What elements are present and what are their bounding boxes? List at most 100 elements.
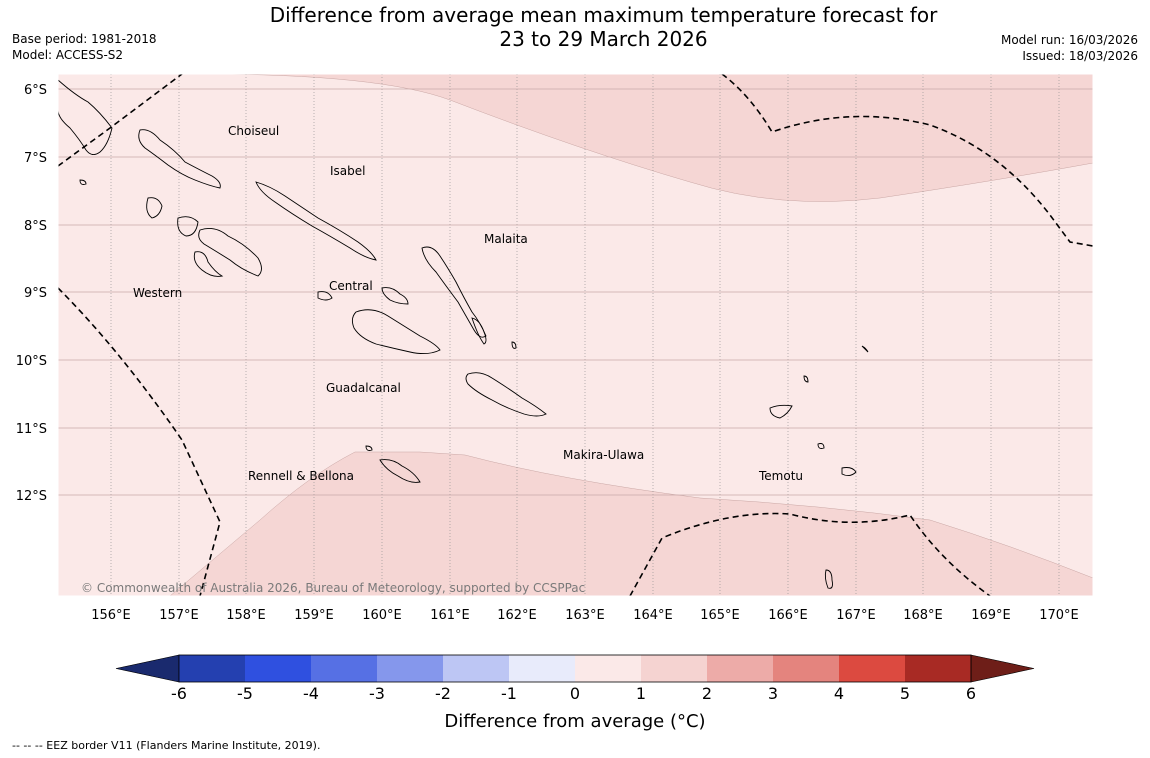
island-russell (317, 291, 333, 301)
copyright-notice: © Commonwealth of Australia 2026, Bureau… (81, 581, 585, 595)
base-period-text: Base period: 1981-2018 (12, 32, 157, 46)
lat-tick-label: 6°S (24, 83, 47, 98)
graticule-latitude (58, 88, 1093, 496)
lon-tick-label: 156°E (91, 608, 131, 623)
colorbar-tick-labels: -6 -5 -4 -3 -2 -1 0 1 2 3 4 5 6 (171, 684, 976, 703)
eez-border (58, 74, 1093, 596)
graticule-longitude (110, 74, 1060, 596)
anomaly-region-1-2-south (169, 451, 1093, 596)
model-run-text: Model run: 16/03/2026 (1000, 33, 1138, 47)
title-line-2: 23 to 29 March 2026 (499, 27, 708, 51)
colorbar-extension-low (115, 654, 180, 683)
lat-tick-label: 11°S (16, 422, 47, 437)
island-bellona (365, 445, 373, 451)
island-vanikoro (841, 467, 857, 477)
colorbar-outline (178, 654, 972, 683)
lon-tick-label: 162°E (497, 608, 537, 623)
colorbar-segment (311, 655, 377, 682)
lon-tick-label: 157°E (159, 608, 199, 623)
island-isabel (255, 181, 377, 261)
longitude-tick-labels: 156°E 157°E 158°E 159°E 160°E 161°E 162°E 163°E… (91, 608, 1079, 623)
chart-title: Difference from average mean maximum tem… (0, 3, 1150, 51)
lon-tick-label: 167°E (836, 608, 876, 623)
lon-tick-label: 165°E (700, 608, 740, 623)
colorbar-tick-label: 6 (966, 684, 976, 703)
island-florida (381, 287, 409, 305)
colorbar-tick-label: -1 (501, 684, 517, 703)
lon-tick-label: 170°E (1039, 608, 1079, 623)
model-text: Model: ACCESS-S2 (12, 48, 124, 62)
colorbar-title: Difference from average (°C) (444, 711, 705, 732)
colorbar-tick-label: 1 (636, 684, 646, 703)
island-rendova (193, 251, 224, 277)
colorbar-segment (773, 655, 839, 682)
colorbar-tick-label: -2 (435, 684, 451, 703)
island-shortland (79, 179, 87, 185)
island-rennell (379, 459, 421, 483)
colorbar-tick-label: -6 (171, 684, 187, 703)
island-vella-lavella (146, 197, 163, 219)
meta-left: Base period: 1981-2018 Model: ACCESS-S2 (12, 31, 157, 63)
colorbar-tick-label: 5 (900, 684, 910, 703)
colorbar-extension-high (970, 654, 1035, 683)
issued-text: Issued: 18/03/2026 (1022, 49, 1138, 63)
lon-tick-label: 160°E (362, 608, 402, 623)
island-malaita (421, 246, 487, 338)
lat-tick-label: 8°S (24, 219, 47, 234)
colorbar-segment (575, 655, 641, 682)
colorbar (115, 654, 1035, 683)
island-bougainville (58, 79, 113, 155)
island-small-malaita (471, 317, 487, 345)
colorbar-segment (839, 655, 905, 682)
colorbar-segment (443, 655, 509, 682)
island-choiseul (138, 129, 221, 189)
lon-tick-label: 166°E (768, 608, 808, 623)
island-guadalcanal (351, 309, 441, 355)
colorbar-tick-label: -4 (303, 684, 319, 703)
colorbar-tick-label: -5 (237, 684, 253, 703)
lon-tick-label: 168°E (903, 608, 943, 623)
latitude-tick-labels: 6°S 7°S 8°S 9°S 10°S 11°S 12°S (16, 83, 47, 504)
map-frame (57, 73, 1094, 597)
island-duff (803, 375, 809, 383)
colorbar-segment (707, 655, 773, 682)
region-label-isabel: Isabel (330, 164, 365, 178)
lat-tick-label: 9°S (24, 286, 47, 301)
lon-tick-label: 164°E (633, 608, 673, 623)
region-label-temotu: Temotu (758, 469, 803, 483)
lon-tick-label: 158°E (226, 608, 266, 623)
island-makira (465, 372, 547, 417)
colorbar-segment (377, 655, 443, 682)
lat-tick-label: 7°S (24, 151, 47, 166)
region-label-rennell-bellona: Rennell & Bellona (248, 469, 354, 483)
islands (58, 79, 869, 589)
colorbar-segment (245, 655, 311, 682)
region-label-guadalcanal: Guadalcanal (326, 381, 401, 395)
anomaly-region-1-2-north (199, 74, 1093, 202)
region-label-central: Central (329, 279, 373, 293)
region-label-western: Western (133, 286, 182, 300)
eez-footnote: -- -- -- EEZ border V11 (Flanders Marine… (12, 739, 321, 752)
colorbar-tick-label: 2 (702, 684, 712, 703)
lon-tick-label: 159°E (294, 608, 334, 623)
island-ontong-java (861, 345, 869, 353)
island-tikopia (817, 443, 825, 449)
island-anuta (824, 569, 833, 589)
lat-tick-label: 12°S (16, 489, 47, 504)
colorbar-segment (641, 655, 707, 682)
lat-tick-label: 10°S (16, 354, 47, 369)
colorbar-segment (509, 655, 575, 682)
title-line-1: Difference from average mean maximum tem… (269, 3, 938, 27)
island-nendo (769, 404, 793, 419)
island-new-georgia (177, 216, 262, 277)
region-label-choiseul: Choiseul (228, 124, 279, 138)
colorbar-segment (905, 655, 971, 682)
colorbar-tick-label: 0 (570, 684, 580, 703)
region-label-malaita: Malaita (484, 232, 528, 246)
region-labels: Choiseul Isabel Malaita Central Western … (133, 124, 803, 483)
island-ulawa (511, 341, 517, 349)
meta-right: Model run: 16/03/2026 Issued: 18/03/2026 (1001, 32, 1138, 64)
lon-tick-label: 161°E (430, 608, 470, 623)
colorbar-tick-label: -3 (369, 684, 385, 703)
